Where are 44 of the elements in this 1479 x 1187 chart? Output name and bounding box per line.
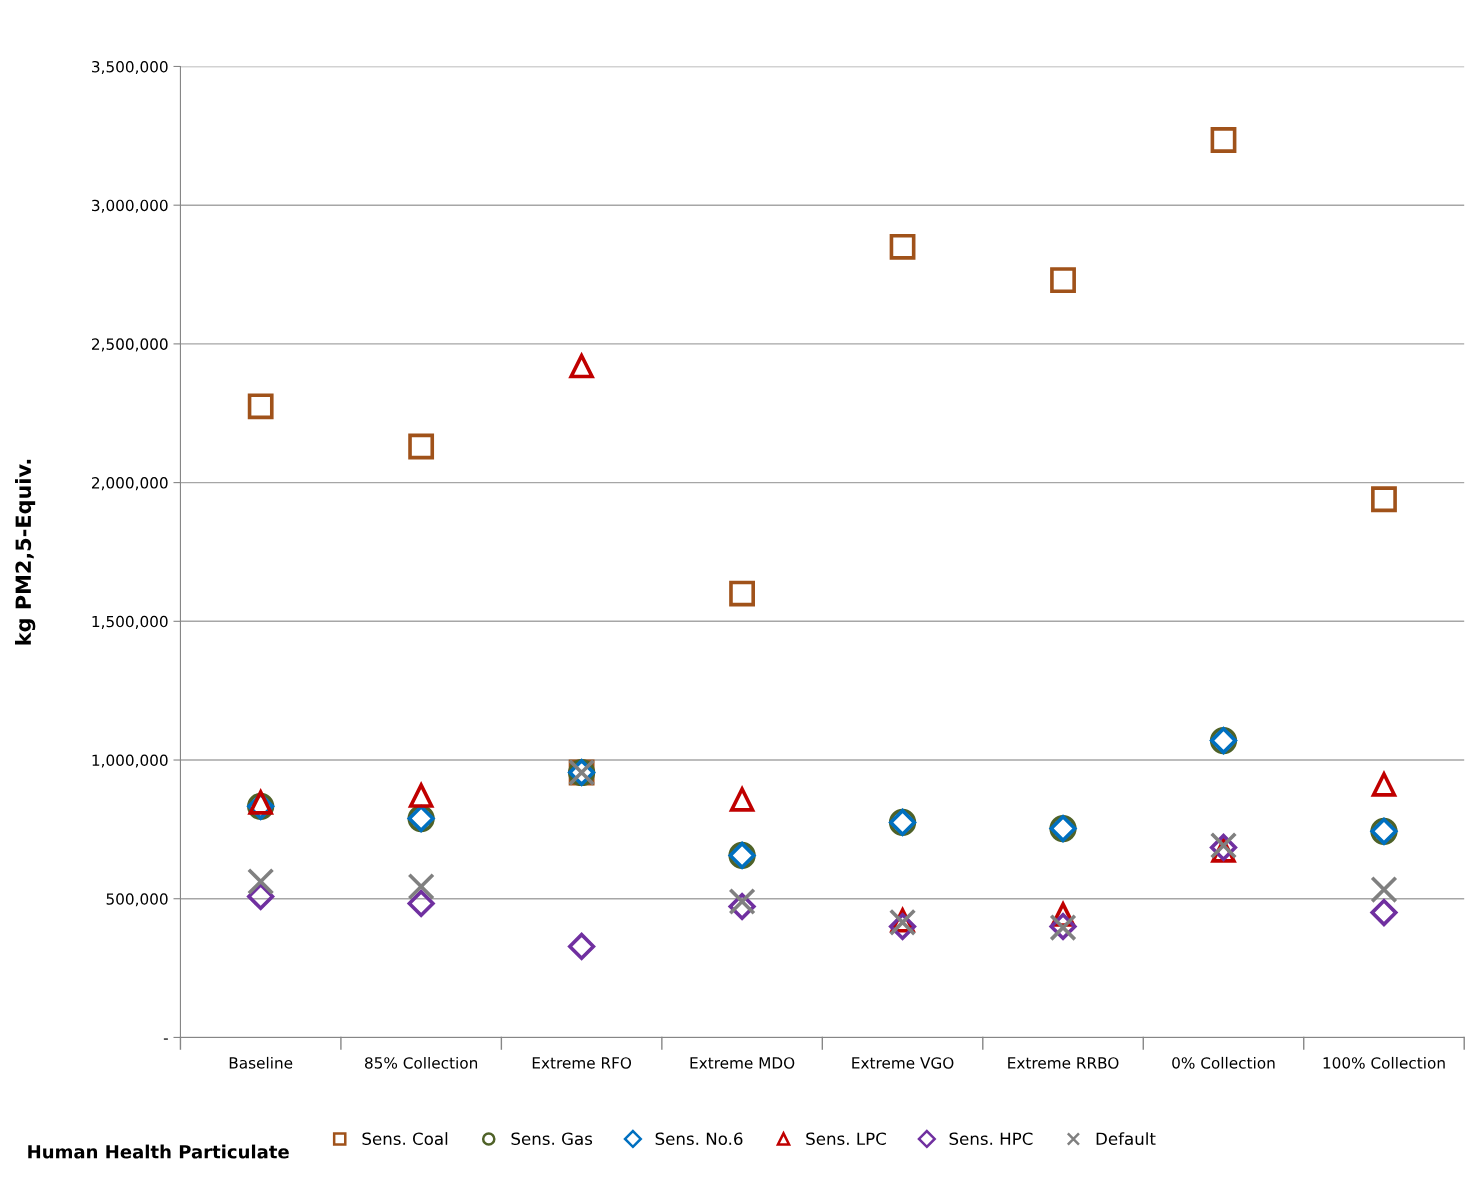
point <box>568 932 596 961</box>
legend-label: Sens. Gas <box>511 1132 593 1146</box>
point <box>248 790 273 815</box>
legend-label: Default <box>1096 1132 1156 1146</box>
legend-label: Sens. HPC <box>949 1132 1033 1146</box>
point <box>1210 127 1237 153</box>
x-tick-label: 100% Collection <box>1323 1056 1445 1069</box>
x-tick-label: Extreme VGO <box>852 1057 954 1069</box>
point <box>1050 267 1076 294</box>
point <box>247 393 274 420</box>
text: Human Health Particulate <box>28 1144 289 1159</box>
x-tick-label: 85% Collection <box>364 1056 478 1069</box>
y-tick-label: 1,000,000 <box>92 754 168 768</box>
y-tick-label: 2,000,000 <box>92 477 168 491</box>
point <box>247 882 275 911</box>
point <box>408 783 434 808</box>
point <box>408 433 435 460</box>
y-tick-label: 3,000,000 <box>92 199 168 213</box>
point <box>729 580 756 607</box>
point <box>1371 486 1397 513</box>
y-axis-title: kg PM2,5-Equiv. <box>15 459 36 645</box>
y-tick-label: 2,500,000 <box>92 338 168 352</box>
point <box>568 351 595 379</box>
point <box>1371 772 1397 797</box>
y-tick-label: 500,000 <box>106 893 168 907</box>
x-tick-label: Baseline <box>229 1056 293 1069</box>
point <box>889 233 916 260</box>
point <box>1370 899 1398 927</box>
x-tick-label: Extreme RRBO <box>1008 1057 1119 1069</box>
point <box>1370 875 1398 904</box>
x-tick-label: 0% Collection <box>1172 1056 1275 1069</box>
x-tick-label: Extreme RFO <box>532 1057 632 1069</box>
x-tick-label: Extreme MDO <box>690 1057 795 1069</box>
legend-label: Sens. LPC <box>806 1132 886 1146</box>
y-tick-label: - <box>163 1038 168 1040</box>
point <box>728 887 756 916</box>
point <box>247 867 275 896</box>
y-tick-label: 1,500,000 <box>92 615 168 629</box>
point <box>407 889 435 918</box>
legend-label: Sens. No.6 <box>655 1132 743 1146</box>
legend-label: Sens. Coal <box>362 1132 448 1146</box>
point <box>407 872 435 901</box>
y-tick-label: 3,500,000 <box>92 60 168 75</box>
point <box>729 787 755 812</box>
